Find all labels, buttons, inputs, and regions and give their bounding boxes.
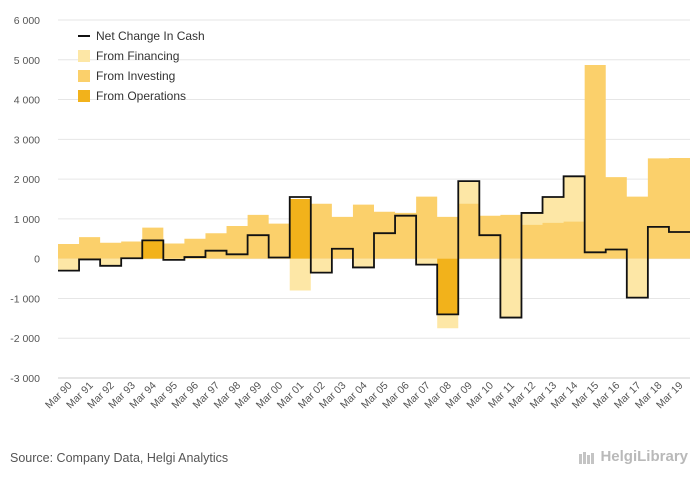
legend-swatch: [78, 90, 90, 102]
y-tick-label: 0: [34, 254, 40, 266]
brand-logo: HelgiLibrary: [578, 448, 688, 465]
y-tick-label: 5 000: [14, 55, 40, 67]
y-axis: -3 000 -2 000 -1 000 0 1 000 2 000 3 000 4 000 5…: [10, 15, 40, 385]
y-tick-label: 4 000: [14, 95, 40, 107]
cash-flow-chart: -3 000 -2 000 -1 000 0 1 000 2 000 3 000 4 000 5…: [10, 15, 690, 411]
y-tick-label: 1 000: [14, 214, 40, 226]
legend-label: From Financing: [96, 49, 179, 63]
brand-name: HelgiLibrary: [600, 448, 688, 465]
legend-swatch: [78, 70, 90, 82]
area-series: [58, 64, 690, 329]
source-note: Source: Company Data, Helgi Analytics: [10, 451, 229, 465]
legend-label: From Operations: [96, 89, 186, 103]
y-tick-label: 2 000: [14, 174, 40, 186]
library-icon: [579, 451, 595, 464]
net-change-in-cash-line: [58, 175, 690, 319]
legend-label: Net Change In Cash: [96, 29, 205, 43]
y-tick-label: 6 000: [14, 15, 40, 27]
net-change-line-series: [58, 175, 690, 319]
legend-swatch: [78, 50, 90, 62]
legend: Net Change In Cash From Financing From Inv…: [78, 29, 205, 103]
y-tick-label: -1 000: [10, 293, 40, 305]
y-tick-label: -2 000: [10, 333, 40, 345]
y-tick-label: 3 000: [14, 134, 40, 146]
from-investing-area: [58, 64, 690, 259]
legend-label: From Investing: [96, 69, 175, 83]
y-tick-label: -3 000: [10, 373, 40, 385]
